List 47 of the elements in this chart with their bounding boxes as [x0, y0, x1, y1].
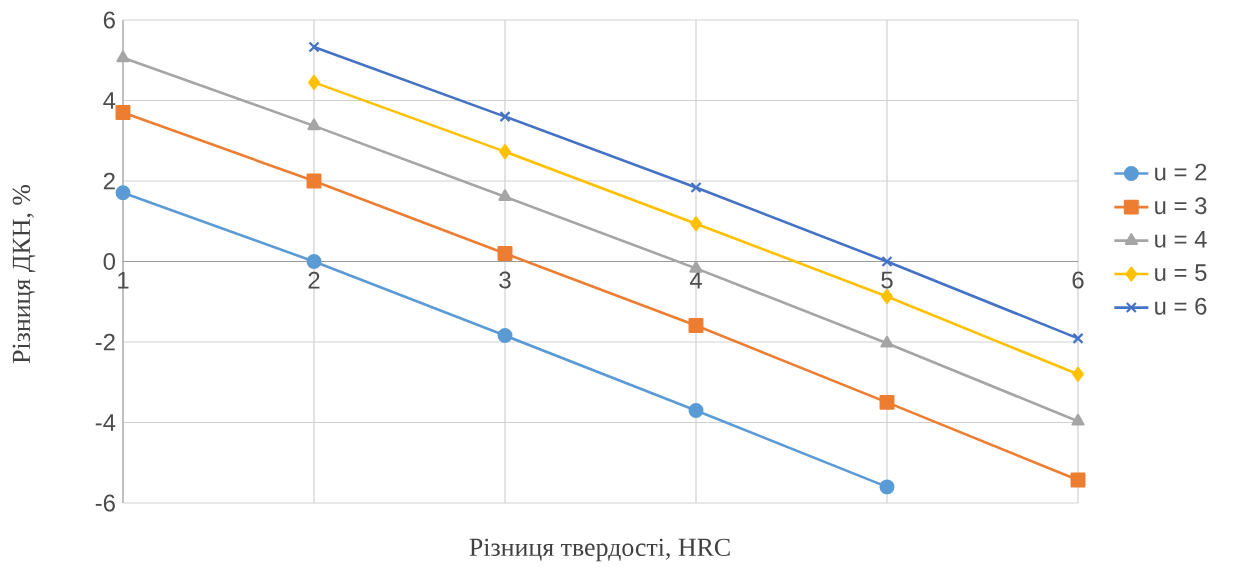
y-tick-label: 0 [103, 253, 116, 270]
point [115, 105, 131, 121]
y-tick-label: 2 [103, 172, 115, 190]
x-tick-label: 6 [1072, 271, 1084, 289]
y-tick-label: -6 [95, 494, 115, 512]
point [690, 181, 702, 194]
y-tick-label: -2 [95, 333, 115, 351]
point [881, 289, 893, 304]
point [1071, 413, 1085, 426]
y-tick-label: 6 [103, 11, 115, 29]
point [879, 394, 895, 410]
legend-label: u = 4 [1155, 230, 1207, 248]
point [688, 402, 704, 418]
point [306, 173, 322, 189]
point [880, 335, 894, 348]
point [308, 41, 320, 53]
point [499, 144, 511, 160]
point [497, 328, 513, 344]
point [499, 111, 511, 123]
point [1070, 472, 1086, 488]
point [689, 260, 703, 273]
point [307, 118, 321, 131]
point [690, 216, 702, 232]
point [497, 245, 513, 261]
point [879, 479, 895, 495]
x-tick-label: 5 [881, 271, 893, 289]
point [881, 255, 893, 268]
y-tick-label: 4 [103, 92, 116, 109]
point [498, 189, 512, 201]
y-axis-title: Різниця ДКН, % [12, 184, 36, 364]
point [1072, 366, 1084, 382]
x-tick-label: 1 [118, 272, 129, 289]
x-axis-title: Різниця твердості, HRC [469, 538, 730, 562]
point [116, 50, 130, 63]
point [1072, 332, 1084, 344]
legend-label: u = 6 [1155, 297, 1207, 315]
point [306, 254, 322, 269]
x-tick-label: 4 [689, 272, 702, 289]
x-tick-label: 2 [308, 271, 320, 289]
legend-label: u = 5 [1155, 264, 1207, 281]
point [308, 74, 320, 90]
point [115, 185, 131, 201]
legend-label: u = 3 [1155, 197, 1207, 215]
legend-label: u = 2 [1155, 163, 1207, 181]
x-tick-label: 3 [499, 271, 511, 289]
y-tick-label: -4 [95, 414, 116, 431]
point [688, 318, 704, 333]
